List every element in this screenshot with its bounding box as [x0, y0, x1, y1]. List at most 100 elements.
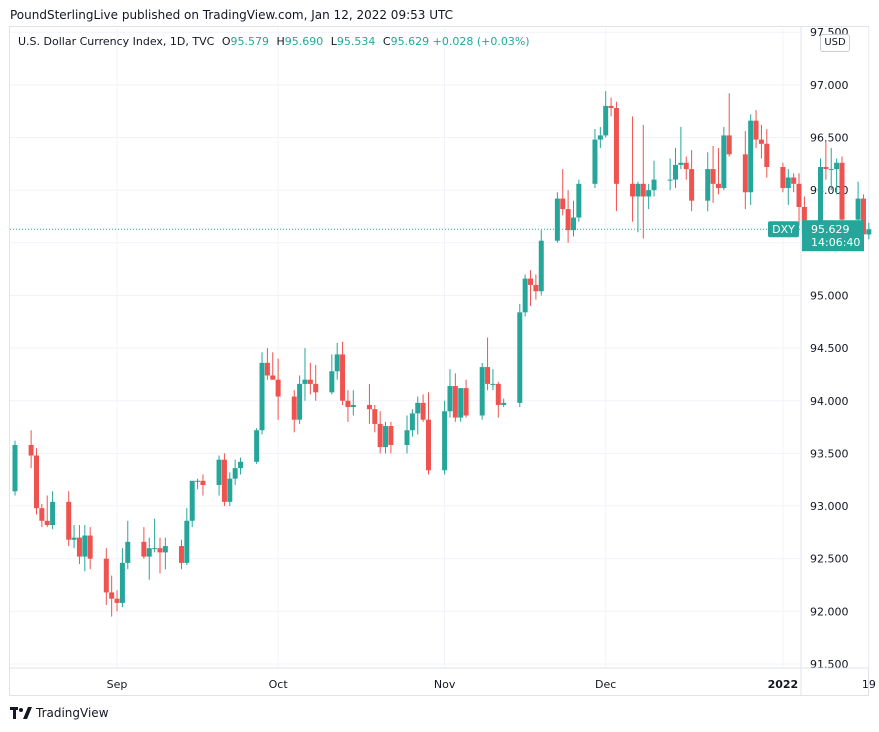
candle-body	[425, 419, 431, 471]
time-axis: Sep Oct Nov Dec 2022 19	[10, 667, 876, 691]
candle-body	[646, 190, 652, 197]
candle-body	[565, 209, 571, 231]
candle-body	[742, 154, 748, 193]
candle-body	[748, 120, 754, 193]
candle-body	[753, 120, 759, 140]
y-tick-label: 92.500	[810, 553, 849, 566]
candle-body	[345, 400, 351, 408]
candle-body	[216, 459, 222, 485]
candle-body	[152, 548, 158, 550]
candle-body	[823, 166, 829, 170]
y-tick-label: 93.500	[810, 447, 849, 460]
candle-body	[195, 480, 201, 482]
candle-body	[501, 402, 507, 405]
y-tick-label: 91.500	[810, 658, 849, 671]
candle-body	[689, 169, 695, 201]
candle-body	[442, 411, 448, 471]
candle-body	[28, 444, 34, 456]
candle-body	[141, 541, 147, 557]
x-tick-label: Oct	[269, 678, 289, 691]
candles	[12, 91, 872, 617]
candle-body	[383, 426, 389, 448]
candle-body	[200, 480, 206, 485]
candle-body	[458, 388, 464, 418]
ticker-tag: DXY	[772, 223, 795, 236]
brand-name: TradingView	[36, 706, 109, 720]
candle-body	[227, 478, 233, 502]
candle-body	[33, 455, 39, 509]
candle-body	[635, 183, 641, 197]
candle-body	[490, 383, 496, 385]
candle-body	[485, 367, 491, 384]
tradingview-brand[interactable]: TradingView	[10, 706, 109, 720]
y-tick-label: 92.000	[810, 605, 849, 618]
candle-body	[189, 480, 195, 521]
x-tick-label: Dec	[595, 678, 616, 691]
candle-body	[39, 508, 45, 521]
candle-body	[366, 404, 372, 410]
candle-body	[613, 108, 619, 184]
candle-body	[71, 537, 77, 540]
currency-button[interactable]: USD	[820, 34, 850, 52]
legend-symbol[interactable]: U.S. Dollar Currency Index, 1D, TVC	[18, 35, 215, 48]
candle-body	[377, 423, 383, 448]
x-tick-label: 19	[862, 678, 876, 691]
y-tick-label: 94.000	[810, 395, 849, 408]
candle-body	[109, 592, 115, 599]
candle-body	[334, 354, 340, 372]
candle-body	[302, 379, 308, 384]
candle-body	[603, 105, 609, 136]
price-tag-bg	[802, 220, 864, 252]
candle-body	[796, 183, 802, 207]
candle-body	[114, 598, 120, 603]
candle-body	[866, 229, 872, 235]
candle-body	[570, 217, 576, 231]
legend-change: +0.028 (+0.03%)	[432, 35, 530, 48]
candle-body	[839, 162, 845, 220]
candle-body	[705, 169, 711, 201]
legend-open-value: 95.579	[230, 35, 270, 48]
candle-body	[76, 537, 82, 557]
y-tick-label: 97.000	[810, 79, 849, 92]
candle-body	[66, 501, 72, 540]
candle-body	[597, 135, 603, 140]
candle-body	[415, 402, 421, 414]
candle-body	[291, 396, 297, 420]
candle-body	[125, 541, 131, 563]
legend-high-value: 95.690	[284, 35, 324, 48]
candle-body	[764, 143, 770, 167]
candle-body	[630, 183, 636, 197]
candle-body	[119, 562, 125, 603]
candle-body	[350, 404, 356, 408]
candle-body	[259, 362, 265, 431]
candle-body	[372, 409, 378, 424]
x-tick-label: Sep	[107, 678, 128, 691]
ticker-tag-bg	[768, 221, 799, 238]
candle-body	[554, 198, 560, 241]
price-tag-value: 95.629	[811, 223, 850, 236]
candle-body	[238, 461, 244, 469]
candle-body	[710, 169, 716, 184]
candle-body	[576, 183, 582, 218]
x-tick-label: Nov	[434, 678, 456, 691]
price-tag-countdown: 14:06:40	[811, 236, 860, 249]
candle-body	[184, 520, 190, 563]
candle-body	[726, 135, 732, 155]
publisher-line: PoundSterlingLive published on TradingVi…	[10, 8, 453, 22]
candle-body	[221, 459, 227, 502]
candle-body	[254, 430, 260, 462]
candle-body	[667, 179, 673, 181]
candle-body	[146, 548, 152, 557]
legend-close-label: C	[382, 35, 391, 48]
y-tick-label: 95.000	[810, 289, 849, 302]
candle-body	[50, 501, 56, 526]
candle-body	[673, 164, 679, 180]
candle-body	[855, 198, 861, 220]
candle-body	[651, 179, 657, 191]
candle-body	[560, 198, 566, 210]
legend-close-value: 95.629	[390, 35, 430, 48]
candle-body	[479, 367, 485, 416]
y-tick-label: 94.500	[810, 342, 849, 355]
candle-body	[528, 278, 534, 285]
